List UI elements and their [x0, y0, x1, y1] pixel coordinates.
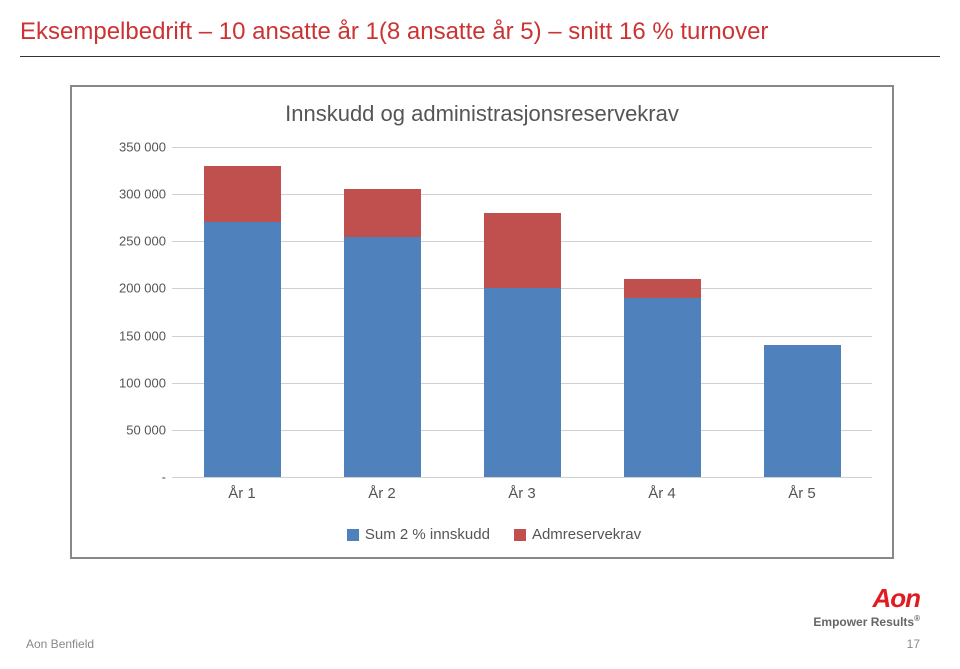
- page-title: Eksempelbedrift – 10 ansatte år 1(8 ansa…: [20, 18, 768, 46]
- legend-swatch: [514, 529, 526, 541]
- chart-ytick-label: 350 000: [119, 140, 166, 155]
- chart-xtick-label: År 1: [228, 485, 256, 502]
- chart-ytick-label: 200 000: [119, 281, 166, 296]
- footer-left-text: Aon Benfield: [26, 637, 94, 651]
- chart-bar-sum-2-innskudd: [204, 222, 281, 477]
- chart-ytick-label: 300 000: [119, 187, 166, 202]
- chart-plot-area: -50 000100 000150 000200 000250 000300 0…: [172, 147, 872, 477]
- chart-ytick-label: 250 000: [119, 234, 166, 249]
- legend-swatch: [347, 529, 359, 541]
- chart-bar-sum-2-innskudd: [764, 345, 841, 477]
- page: Eksempelbedrift – 10 ansatte år 1(8 ansa…: [0, 0, 960, 669]
- chart-bar-admreservekrav: [204, 166, 281, 223]
- chart-bar-sum-2-innskudd: [484, 288, 561, 477]
- chart-gridline: [172, 477, 872, 478]
- page-number: 17: [907, 637, 920, 651]
- chart-gridline: [172, 147, 872, 148]
- chart-xtick-label: År 5: [788, 485, 816, 502]
- chart-bar-admreservekrav: [624, 279, 701, 298]
- chart-bar-sum-2-innskudd: [624, 298, 701, 477]
- chart-xtick-label: År 3: [508, 485, 536, 502]
- chart-legend: Sum 2 % innskudd Admreservekrav: [72, 526, 892, 543]
- title-underline: [20, 56, 940, 57]
- logo-sub: Empower Results®: [813, 614, 920, 629]
- chart-bar-admreservekrav: [484, 213, 561, 288]
- chart-ytick-label: 50 000: [126, 422, 166, 437]
- chart-xtick-label: År 4: [648, 485, 676, 502]
- logo-main: Aon: [813, 583, 920, 614]
- chart-ytick-label: 100 000: [119, 375, 166, 390]
- chart-xtick-label: År 2: [368, 485, 396, 502]
- logo: Aon Empower Results®: [813, 583, 920, 629]
- legend-label: Admreservekrav: [532, 526, 641, 543]
- chart-ytick-label: 150 000: [119, 328, 166, 343]
- chart-container: Innskudd og administrasjonsreservekrav -…: [70, 85, 894, 559]
- chart-ytick-label: -: [162, 470, 166, 485]
- chart-title: Innskudd og administrasjonsreservekrav: [72, 101, 892, 127]
- chart-bar-admreservekrav: [344, 189, 421, 236]
- chart-bar-sum-2-innskudd: [344, 237, 421, 477]
- legend-label: Sum 2 % innskudd: [365, 526, 490, 543]
